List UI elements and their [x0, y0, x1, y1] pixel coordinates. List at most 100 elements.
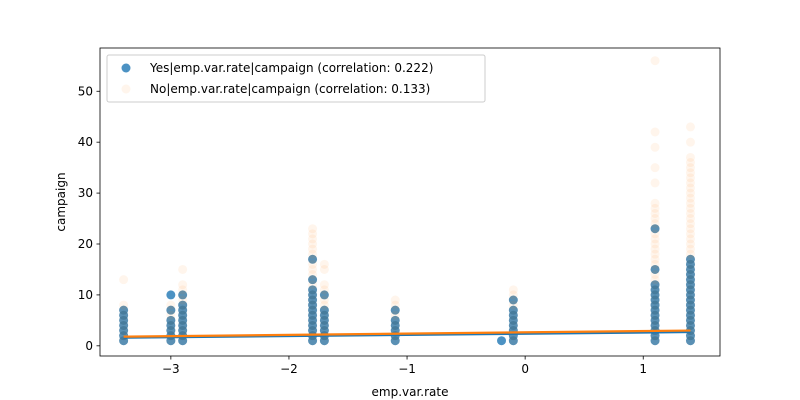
y-tick-label: 20 — [78, 237, 93, 251]
data-point — [685, 203, 695, 213]
data-point — [308, 290, 318, 300]
series-points-0 — [119, 224, 695, 346]
data-point — [166, 290, 176, 300]
data-point — [390, 310, 400, 320]
data-point — [119, 326, 129, 336]
data-point — [685, 137, 695, 147]
data-point — [319, 290, 329, 300]
data-point — [119, 320, 129, 330]
data-point — [650, 214, 660, 224]
data-point — [685, 163, 695, 173]
data-point — [178, 336, 188, 346]
data-point — [319, 315, 329, 325]
data-point — [308, 305, 318, 315]
data-point — [319, 290, 329, 300]
legend-label-yes: Yes|emp.var.rate|campaign (correlation: … — [149, 61, 433, 75]
data-point — [308, 300, 318, 310]
y-tick-label: 30 — [78, 186, 93, 200]
data-point — [508, 305, 518, 315]
data-point — [685, 336, 695, 346]
data-point — [308, 259, 318, 269]
data-point — [685, 254, 695, 264]
data-point — [166, 320, 176, 330]
data-point — [650, 285, 660, 295]
data-point — [650, 270, 660, 280]
data-point — [319, 264, 329, 274]
data-point — [308, 224, 318, 234]
data-point — [650, 229, 660, 239]
data-point — [166, 310, 176, 320]
data-point — [119, 275, 129, 285]
plot-frame — [99, 47, 721, 357]
data-point — [685, 239, 695, 249]
data-point — [178, 300, 188, 310]
data-point — [650, 295, 660, 305]
data-point — [308, 244, 318, 254]
data-point — [308, 275, 318, 285]
data-point — [650, 275, 660, 285]
data-point — [178, 290, 188, 300]
data-point — [650, 178, 660, 188]
data-point — [685, 259, 695, 269]
data-point — [308, 285, 318, 295]
data-point — [319, 280, 329, 290]
x-tick-label: −1 — [398, 362, 416, 376]
legend-label-no: No|emp.var.rate|campaign (correlation: 0… — [150, 82, 430, 96]
series-points-1 — [119, 56, 695, 346]
data-point — [685, 270, 695, 280]
data-point — [685, 295, 695, 305]
data-point — [685, 275, 695, 285]
data-point — [508, 336, 518, 346]
data-point — [650, 219, 660, 229]
data-point — [508, 295, 518, 305]
fit-line-1 — [123, 329, 691, 338]
data-point — [319, 285, 329, 295]
data-point — [390, 295, 400, 305]
data-point — [685, 285, 695, 295]
data-point — [685, 219, 695, 229]
legend-box — [106, 54, 486, 103]
data-point — [650, 208, 660, 218]
data-point — [650, 127, 660, 137]
fit-lines-layer — [123, 329, 691, 339]
data-point — [166, 315, 176, 325]
data-point — [319, 305, 329, 315]
data-point — [685, 183, 695, 193]
x-tick-label: 0 — [521, 362, 529, 376]
data-point — [650, 244, 660, 254]
data-point — [650, 264, 660, 274]
data-point — [308, 310, 318, 320]
data-point — [508, 300, 518, 310]
data-point — [390, 320, 400, 330]
data-point — [650, 224, 660, 234]
data-point — [178, 280, 188, 290]
y-tick-label: 40 — [78, 135, 93, 149]
data-point — [178, 326, 188, 336]
data-point — [319, 259, 329, 269]
points-layer — [119, 56, 695, 346]
data-point — [119, 305, 129, 315]
data-point — [685, 331, 695, 341]
data-point — [685, 315, 695, 325]
data-point — [685, 178, 695, 188]
data-point — [166, 305, 176, 315]
data-point — [308, 320, 318, 330]
data-point — [308, 264, 318, 274]
data-point — [650, 315, 660, 325]
data-point — [685, 264, 695, 274]
data-point — [390, 336, 400, 346]
data-point — [319, 336, 329, 346]
data-point — [178, 310, 188, 320]
data-point — [390, 305, 400, 315]
data-point — [685, 320, 695, 330]
y-axis-ticks: 0 10 20 30 40 50 — [78, 84, 100, 353]
data-point — [308, 254, 318, 264]
data-point — [319, 295, 329, 305]
data-point — [685, 305, 695, 315]
data-point — [308, 249, 318, 259]
data-point — [685, 234, 695, 244]
data-point — [308, 295, 318, 305]
data-point — [390, 300, 400, 310]
data-point — [650, 239, 660, 249]
